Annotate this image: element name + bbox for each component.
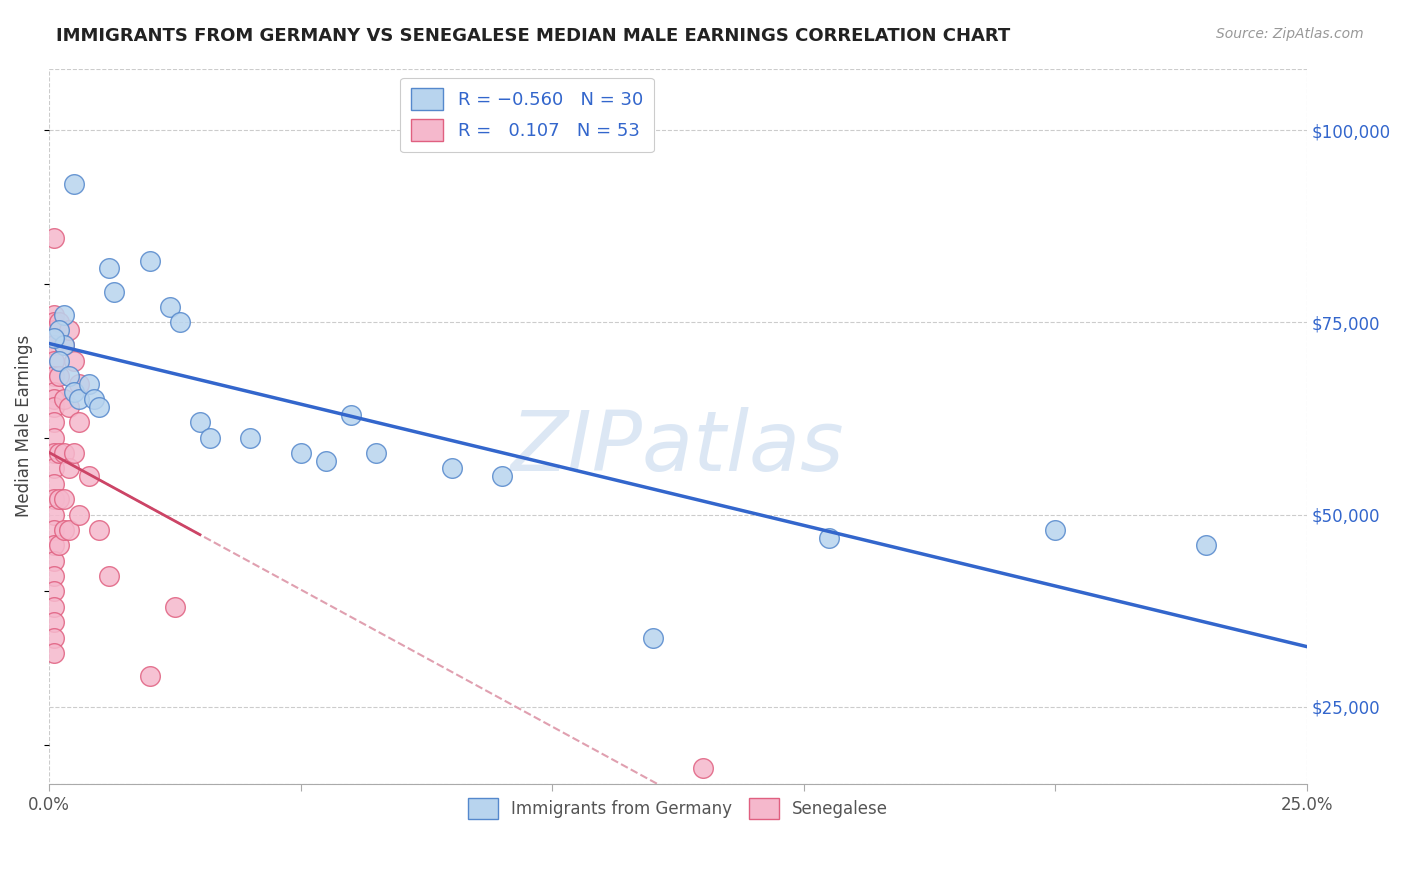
Point	[163, 599, 186, 614]
Point	[53, 492, 76, 507]
Point	[53, 446, 76, 460]
Point	[42, 538, 65, 552]
Point	[63, 177, 86, 191]
Point	[67, 508, 90, 522]
Point	[42, 331, 65, 345]
Point	[42, 400, 65, 414]
Point	[42, 369, 65, 384]
Point	[364, 446, 387, 460]
Point	[48, 538, 70, 552]
Point	[42, 230, 65, 244]
Point	[42, 308, 65, 322]
Point	[67, 392, 90, 407]
Point	[58, 523, 80, 537]
Point	[42, 415, 65, 429]
Point	[48, 323, 70, 337]
Point	[315, 454, 337, 468]
Point	[169, 315, 191, 329]
Text: ZIPatlas: ZIPatlas	[512, 407, 845, 488]
Point	[103, 285, 125, 299]
Point	[42, 315, 65, 329]
Point	[1195, 538, 1218, 552]
Point	[42, 431, 65, 445]
Point	[98, 261, 121, 276]
Point	[239, 431, 262, 445]
Point	[340, 408, 363, 422]
Point	[42, 392, 65, 407]
Point	[42, 584, 65, 599]
Point	[53, 338, 76, 352]
Point	[42, 492, 65, 507]
Point	[53, 338, 76, 352]
Point	[58, 323, 80, 337]
Point	[42, 615, 65, 630]
Point	[42, 508, 65, 522]
Point	[89, 400, 111, 414]
Point	[77, 376, 100, 391]
Point	[42, 554, 65, 568]
Point	[58, 400, 80, 414]
Point	[1045, 523, 1067, 537]
Point	[63, 384, 86, 399]
Point	[48, 315, 70, 329]
Point	[67, 376, 90, 391]
Point	[188, 415, 211, 429]
Text: IMMIGRANTS FROM GERMANY VS SENEGALESE MEDIAN MALE EARNINGS CORRELATION CHART: IMMIGRANTS FROM GERMANY VS SENEGALESE ME…	[56, 27, 1011, 45]
Point	[42, 599, 65, 614]
Point	[63, 353, 86, 368]
Point	[42, 523, 65, 537]
Point	[63, 446, 86, 460]
Point	[42, 323, 65, 337]
Point	[89, 523, 111, 537]
Point	[53, 308, 76, 322]
Point	[42, 476, 65, 491]
Point	[159, 300, 181, 314]
Point	[42, 384, 65, 399]
Y-axis label: Median Male Earnings: Median Male Earnings	[15, 335, 32, 517]
Point	[198, 431, 221, 445]
Point	[692, 761, 714, 775]
Point	[42, 338, 65, 352]
Point	[138, 669, 160, 683]
Point	[42, 461, 65, 475]
Point	[42, 646, 65, 660]
Point	[83, 392, 105, 407]
Point	[42, 569, 65, 583]
Point	[818, 531, 841, 545]
Point	[42, 353, 65, 368]
Point	[290, 446, 312, 460]
Point	[138, 253, 160, 268]
Point	[98, 569, 121, 583]
Point	[58, 369, 80, 384]
Point	[42, 331, 65, 345]
Point	[42, 631, 65, 645]
Point	[42, 446, 65, 460]
Text: Source: ZipAtlas.com: Source: ZipAtlas.com	[1216, 27, 1364, 41]
Point	[48, 446, 70, 460]
Point	[48, 492, 70, 507]
Point	[58, 461, 80, 475]
Legend: Immigrants from Germany, Senegalese: Immigrants from Germany, Senegalese	[461, 792, 894, 825]
Point	[67, 415, 90, 429]
Point	[491, 469, 513, 483]
Point	[48, 369, 70, 384]
Point	[641, 631, 664, 645]
Point	[53, 392, 76, 407]
Point	[53, 523, 76, 537]
Point	[77, 469, 100, 483]
Point	[440, 461, 463, 475]
Point	[48, 353, 70, 368]
